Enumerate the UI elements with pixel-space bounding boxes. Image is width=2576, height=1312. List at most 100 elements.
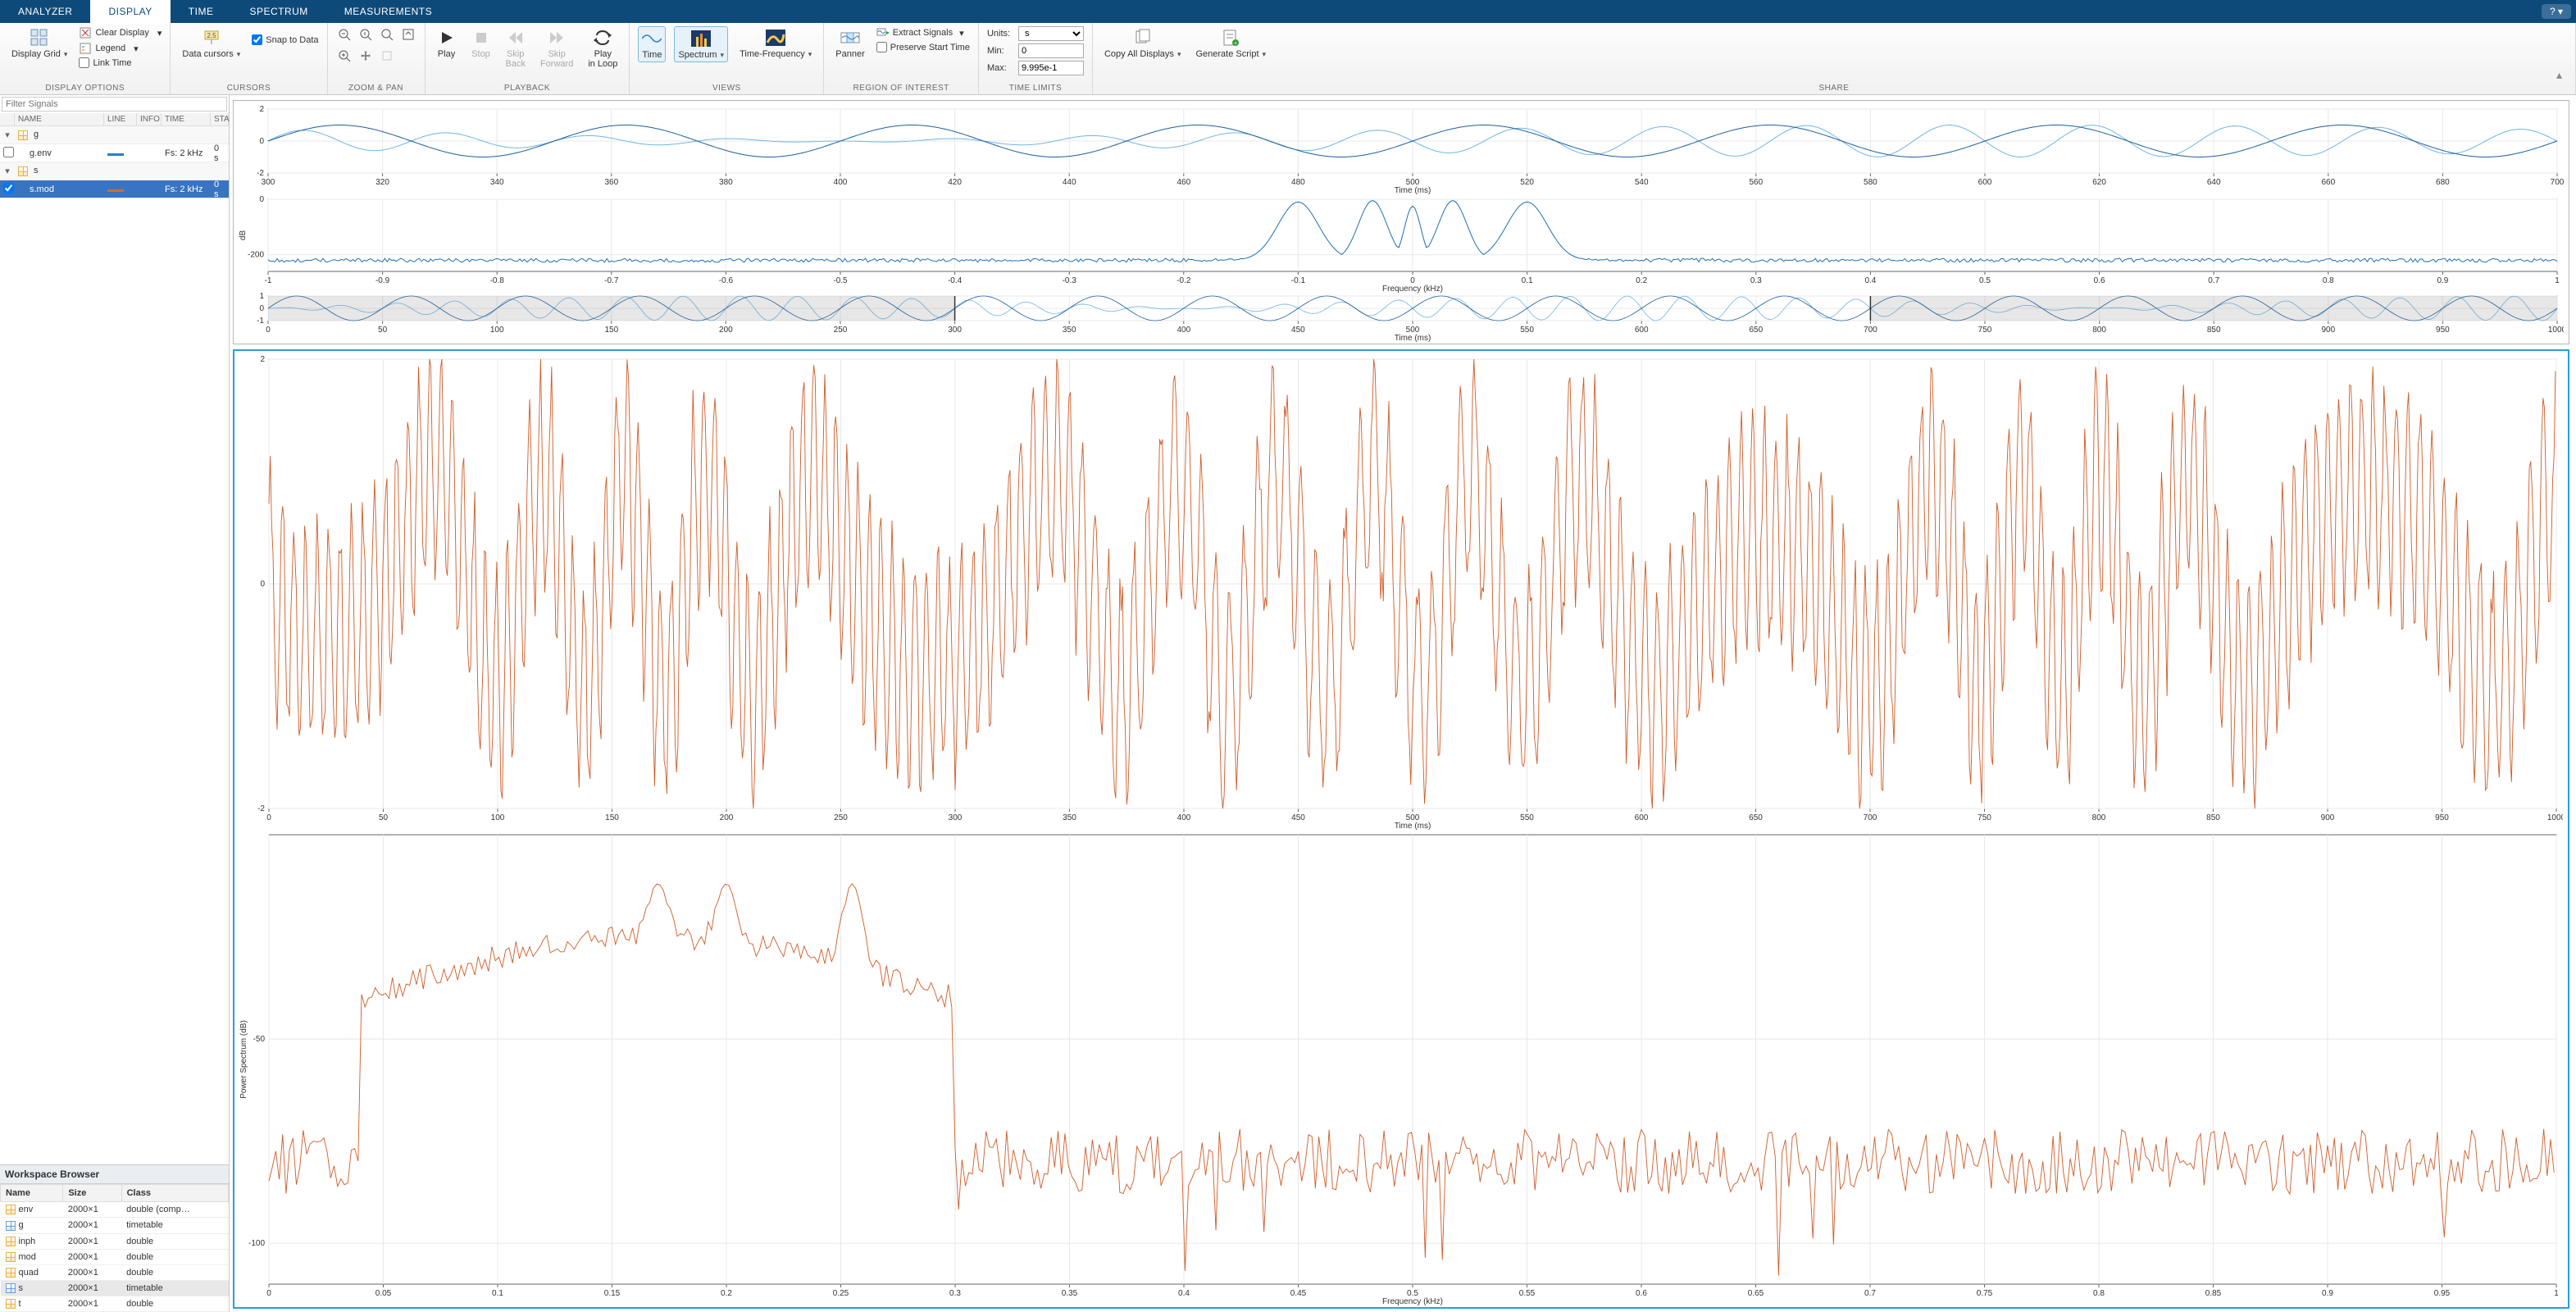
zoom-in-x-icon[interactable] (336, 26, 353, 43)
signal-row[interactable]: g.envFs: 2 kHz0 s (0, 144, 229, 162)
signal-row[interactable]: ▾ s (0, 162, 229, 180)
play-in-loop-button[interactable]: Play in Loop (585, 26, 621, 71)
svg-text:0.6: 0.6 (2094, 276, 2105, 285)
svg-text:300: 300 (948, 326, 962, 335)
group-label-views: VIEWS (638, 84, 815, 94)
svg-text:660: 660 (2321, 178, 2335, 187)
min-input[interactable] (1018, 43, 1084, 58)
fit-to-view-icon[interactable] (400, 26, 416, 43)
svg-text:Frequency (kHz): Frequency (kHz) (1382, 1297, 1443, 1305)
svg-text:580: 580 (1864, 178, 1877, 187)
signal-checkbox[interactable] (3, 183, 14, 194)
svg-text:700: 700 (1864, 326, 1877, 335)
filter-signals-input[interactable] (2, 97, 227, 112)
skip-back-button[interactable]: Skip Back (503, 26, 529, 71)
signal-table-header: NAME LINE INFO TIME STA (0, 113, 229, 126)
spectrum-view-button[interactable]: Spectrum (674, 26, 728, 62)
svg-text:0.25: 0.25 (833, 1289, 849, 1298)
help-button[interactable]: ? ▾ (2542, 4, 2571, 19)
collapse-toolstrip-icon[interactable]: ▴ (2556, 68, 2567, 84)
svg-text:300: 300 (262, 178, 275, 187)
svg-text:-2: -2 (257, 804, 265, 813)
svg-text:350: 350 (1063, 326, 1076, 335)
svg-text:900: 900 (2321, 326, 2335, 335)
svg-text:-1: -1 (257, 317, 264, 326)
svg-text:0.8: 0.8 (2323, 276, 2334, 285)
svg-text:750: 750 (1978, 813, 1991, 822)
signal-checkbox[interactable] (3, 147, 14, 157)
tab-measurements[interactable]: MEASUREMENTS (326, 0, 450, 23)
svg-text:0.55: 0.55 (1519, 1289, 1536, 1298)
svg-text:650: 650 (1749, 813, 1763, 822)
preserve-start-time-checkbox[interactable]: Preserve Start Time (876, 42, 970, 52)
time-view-button[interactable]: Time (638, 26, 666, 62)
workspace-row[interactable]: s2000×1timetable (1, 1280, 229, 1296)
svg-text:1: 1 (2554, 1289, 2559, 1298)
svg-text:0: 0 (266, 813, 271, 822)
svg-text:-1: -1 (265, 276, 272, 285)
svg-text:1: 1 (2555, 276, 2560, 285)
data-cursors-button[interactable]: 2.5 Data cursors (179, 26, 243, 61)
clear-display-button[interactable]: Clear Display▾ (79, 26, 162, 39)
legend-button[interactable]: Legend▾ (79, 42, 162, 55)
svg-text:380: 380 (719, 178, 733, 187)
tab-spectrum[interactable]: SPECTRUM (231, 0, 325, 23)
svg-text:-0.8: -0.8 (490, 276, 505, 285)
time-frequency-view-button[interactable]: Time-Frequency (736, 26, 815, 61)
svg-text:360: 360 (604, 178, 618, 187)
stop-button[interactable]: Stop (468, 26, 494, 61)
svg-text:0.9: 0.9 (2437, 276, 2448, 285)
skip-forward-button[interactable]: Skip Forward (537, 26, 576, 71)
snap-to-data-checkbox[interactable]: Snap to Data (252, 34, 318, 45)
svg-text:0.05: 0.05 (375, 1289, 392, 1298)
svg-text:700: 700 (1864, 813, 1877, 822)
svg-text:150: 150 (604, 326, 618, 335)
tab-display[interactable]: DISPLAY (90, 0, 170, 23)
workspace-browser-title: Workspace Browser (0, 1164, 229, 1184)
reset-zoom-icon[interactable] (379, 48, 395, 64)
svg-text:200: 200 (720, 813, 734, 822)
tab-time[interactable]: TIME (171, 0, 232, 23)
display-panel-2[interactable]: 0501001502002503003504004505005506006507… (233, 349, 2569, 1309)
svg-text:100: 100 (490, 326, 504, 335)
units-select[interactable]: s (1018, 26, 1084, 41)
copy-all-displays-button[interactable]: Copy All Displays (1101, 26, 1185, 61)
workspace-row[interactable]: quad2000×1double (1, 1264, 229, 1280)
svg-text:550: 550 (1520, 813, 1534, 822)
generate-script-button[interactable]: +Generate Script (1192, 26, 1269, 61)
signal-row[interactable]: ▾ g (0, 126, 229, 144)
svg-text:50: 50 (379, 813, 389, 822)
signal-row[interactable]: s.modFs: 2 kHz0 s (0, 180, 229, 198)
pan-icon[interactable] (357, 48, 374, 64)
tab-analyzer[interactable]: ANALYZER (0, 0, 90, 23)
zoom-in-y-icon[interactable] (357, 26, 374, 43)
max-label: Max: (987, 63, 1015, 73)
workspace-row[interactable]: env2000×1double (comp… (1, 1202, 229, 1218)
workspace-row[interactable]: mod2000×1double (1, 1249, 229, 1264)
svg-text:550: 550 (1520, 326, 1534, 335)
display-panel-1[interactable]: 3003203403603804004204404604805005205405… (233, 100, 2569, 344)
panner-button[interactable]: Panner (832, 26, 867, 61)
svg-text:0.4: 0.4 (1864, 276, 1876, 285)
svg-text:+: + (1234, 41, 1237, 47)
svg-text:620: 620 (2092, 178, 2106, 187)
extract-signals-button[interactable]: Extract Signals▾ (876, 26, 970, 39)
link-time-checkbox[interactable]: Link Time (79, 57, 162, 68)
zoom-out-icon[interactable] (379, 26, 395, 43)
svg-text:540: 540 (1635, 178, 1649, 187)
workspace-row[interactable]: t2000×1double (1, 1296, 229, 1311)
workspace-row[interactable]: g2000×1timetable (1, 1218, 229, 1233)
zoom-xy-icon[interactable] (336, 48, 353, 64)
max-input[interactable] (1018, 61, 1084, 75)
play-button[interactable]: Play (434, 26, 460, 61)
svg-text:Time (ms): Time (ms) (1395, 822, 1431, 830)
svg-text:Power Spectrum (dB): Power Spectrum (dB) (239, 1020, 248, 1099)
workspace-row[interactable]: inph2000×1double (1, 1233, 229, 1249)
svg-text:250: 250 (834, 813, 848, 822)
min-label: Min: (987, 46, 1015, 56)
svg-text:0.1: 0.1 (1522, 276, 1533, 285)
svg-text:600: 600 (1635, 813, 1649, 822)
display-grid-button[interactable]: Display Grid (8, 26, 71, 61)
svg-text:340: 340 (490, 178, 504, 187)
svg-text:950: 950 (2436, 326, 2450, 335)
